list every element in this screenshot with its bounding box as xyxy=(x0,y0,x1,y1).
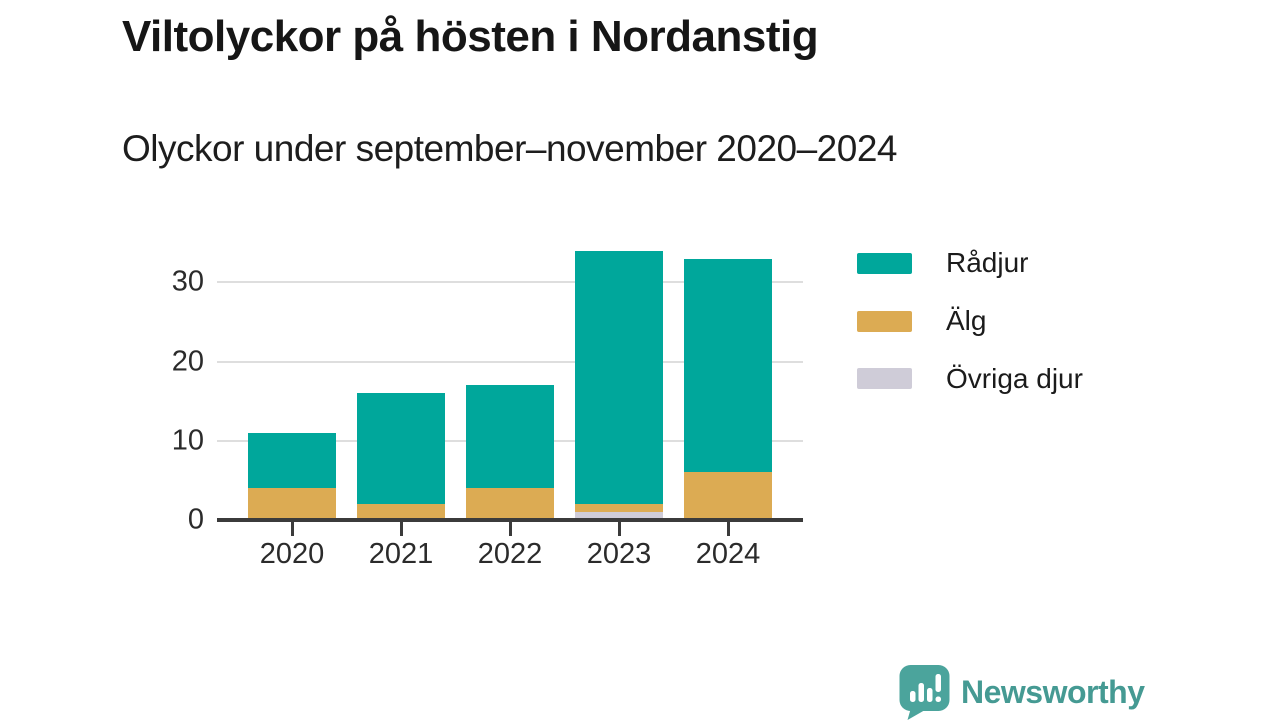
legend-swatch xyxy=(857,252,912,274)
legend-label: Älg xyxy=(946,304,987,336)
x-axis-tick-label-2022: 2022 xyxy=(477,538,543,570)
bar-segment-2023-Älg xyxy=(575,504,663,513)
x-axis-tick-label-2023: 2023 xyxy=(586,538,652,570)
bar-segment-2021-Rådjur xyxy=(357,393,445,505)
chart-subtitle: Olyckor under september–november 2020–20… xyxy=(122,128,898,169)
newsworthy-wordmark: Newsworthy xyxy=(961,673,1145,710)
x-axis-tick-2024 xyxy=(726,522,730,536)
bar-segment-2020-Älg xyxy=(248,488,336,520)
bar-segment-2020-Rådjur xyxy=(248,432,336,489)
x-axis-tick-2020 xyxy=(290,522,294,536)
plot-area: 0 10 20 30 2020 2021 2022 2023 2024 xyxy=(172,240,803,569)
legend-swatch xyxy=(857,310,912,332)
bar-segment-2023-Rådjur xyxy=(575,250,663,505)
bar-segment-2021-Älg xyxy=(357,504,445,520)
x-axis-tick-label-2024: 2024 xyxy=(695,538,761,570)
x-axis-tick-label-2020: 2020 xyxy=(259,538,325,570)
x-axis-line xyxy=(217,518,803,522)
chart-title: Viltolyckor på hösten i Nordanstig xyxy=(122,12,819,61)
legend-swatch xyxy=(857,368,912,390)
bar-segment-2022-Rådjur xyxy=(466,385,554,489)
bar-segment-2022-Älg xyxy=(466,488,554,520)
legend-item: Älg xyxy=(857,304,1083,337)
bar-segment-2023-Övriga djur xyxy=(575,512,663,520)
x-axis-tick-2021 xyxy=(399,522,403,536)
y-axis-tick-label-0: 0 xyxy=(187,503,204,536)
x-axis-tick-2023 xyxy=(617,522,621,536)
x-axis-tick-2022 xyxy=(508,522,512,536)
legend-item: Rådjur xyxy=(857,247,1083,279)
y-axis-tick-label-10: 10 xyxy=(171,424,204,457)
bar-chart-speech-bubble-icon xyxy=(899,665,950,720)
gridline-30 xyxy=(217,281,803,284)
y-axis-tick-label-20: 20 xyxy=(171,345,204,378)
legend-label: Rådjur xyxy=(946,247,1029,278)
bar-segment-2024-Rådjur xyxy=(684,258,772,473)
newsworthy-logo: Newsworthy xyxy=(898,664,1145,720)
legend-label: Övriga djur xyxy=(946,362,1083,394)
gridline-20 xyxy=(217,360,803,363)
legend-item: Övriga djur xyxy=(857,362,1083,395)
legend: Rådjur Älg Övriga djur xyxy=(857,247,1083,421)
x-axis-tick-label-2021: 2021 xyxy=(368,538,434,570)
y-axis-tick-label-30: 30 xyxy=(171,265,204,298)
bar-segment-2024-Älg xyxy=(684,472,772,520)
